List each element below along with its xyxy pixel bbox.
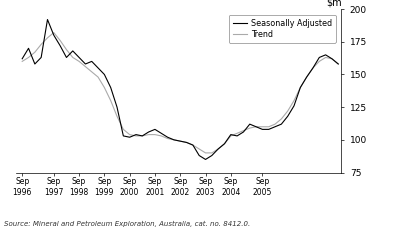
Seasonally Adjusted — [121, 135, 126, 137]
Line: Seasonally Adjusted: Seasonally Adjusted — [22, 20, 338, 159]
Trend — [121, 128, 126, 131]
Seasonally Adjusted — [96, 67, 100, 69]
Text: Source: Mineral and Petroleum Exploration, Australia, cat. no. 8412.0.: Source: Mineral and Petroleum Exploratio… — [4, 221, 250, 227]
Trend — [260, 125, 265, 128]
Legend: Seasonally Adjusted, Trend: Seasonally Adjusted, Trend — [229, 15, 336, 43]
Text: $m: $m — [326, 0, 341, 7]
Trend — [52, 31, 56, 34]
Seasonally Adjusted — [20, 57, 25, 60]
Trend — [336, 63, 341, 65]
Seasonally Adjusted — [260, 128, 265, 131]
Trend — [127, 133, 132, 136]
Seasonally Adjusted — [127, 136, 132, 138]
Trend — [241, 129, 246, 132]
Seasonally Adjusted — [336, 63, 341, 65]
Seasonally Adjusted — [241, 131, 246, 133]
Trend — [330, 57, 334, 60]
Trend — [203, 152, 208, 154]
Seasonally Adjusted — [203, 158, 208, 161]
Seasonally Adjusted — [45, 18, 50, 21]
Line: Trend: Trend — [22, 33, 338, 153]
Trend — [20, 60, 25, 63]
Trend — [96, 76, 100, 79]
Seasonally Adjusted — [330, 57, 334, 60]
